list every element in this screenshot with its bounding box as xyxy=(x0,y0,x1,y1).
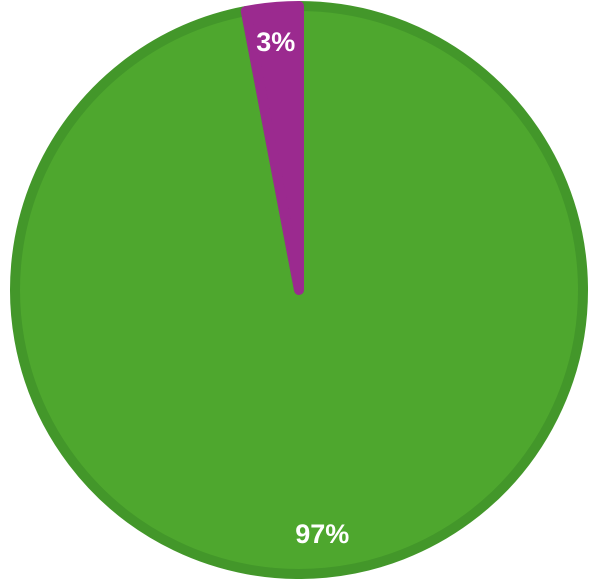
pie-slice xyxy=(240,1,304,295)
slice-label: 3% xyxy=(256,27,295,57)
slice-label: 97% xyxy=(295,519,349,549)
